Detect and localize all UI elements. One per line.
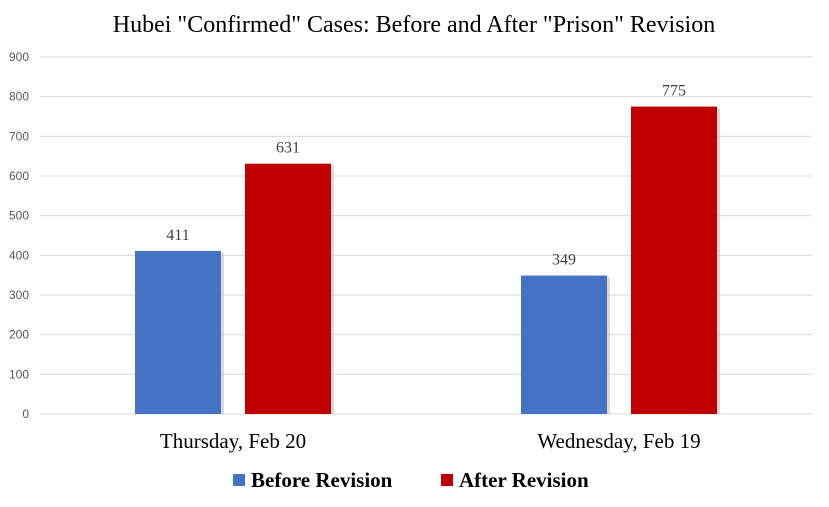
y-tick-label: 0: [22, 407, 29, 421]
data-label: 411: [166, 227, 189, 244]
y-tick-label: 700: [9, 129, 29, 143]
bar: [521, 275, 607, 414]
legend-swatch: [441, 474, 453, 486]
legend: Before Revision After Revision: [233, 468, 589, 492]
data-label: 349: [552, 252, 576, 269]
y-tick-label: 800: [9, 90, 29, 104]
x-tick-label: Wednesday, Feb 19: [537, 429, 700, 453]
data-label: 775: [662, 83, 686, 100]
y-tick-label: 600: [9, 169, 29, 183]
y-tick-label: 900: [9, 50, 29, 64]
data-label: 631: [276, 140, 300, 157]
x-axis-ticks: Thursday, Feb 20 Wednesday, Feb 19: [160, 429, 701, 453]
legend-label: Before Revision: [251, 468, 393, 492]
y-tick-label: 300: [9, 288, 29, 302]
data-labels: 411 631 349 775: [166, 83, 686, 269]
legend-item: After Revision: [441, 468, 589, 492]
chart-title: Hubei "Confirmed" Cases: Before and Afte…: [113, 12, 715, 38]
legend-item: Before Revision: [233, 468, 393, 492]
y-tick-label: 100: [9, 367, 29, 381]
y-tick-label: 400: [9, 248, 29, 262]
x-tick-label: Thursday, Feb 20: [160, 429, 306, 453]
bar: [135, 250, 221, 414]
y-axis-ticks: 0 100 200 300 400 500 600 700 800 900: [9, 50, 29, 421]
y-tick-label: 200: [9, 328, 29, 342]
legend-label: After Revision: [459, 468, 589, 492]
bar: [245, 163, 331, 414]
y-tick-label: 500: [9, 209, 29, 223]
bar: [631, 106, 717, 414]
bars: [135, 106, 720, 414]
legend-swatch: [233, 474, 245, 486]
